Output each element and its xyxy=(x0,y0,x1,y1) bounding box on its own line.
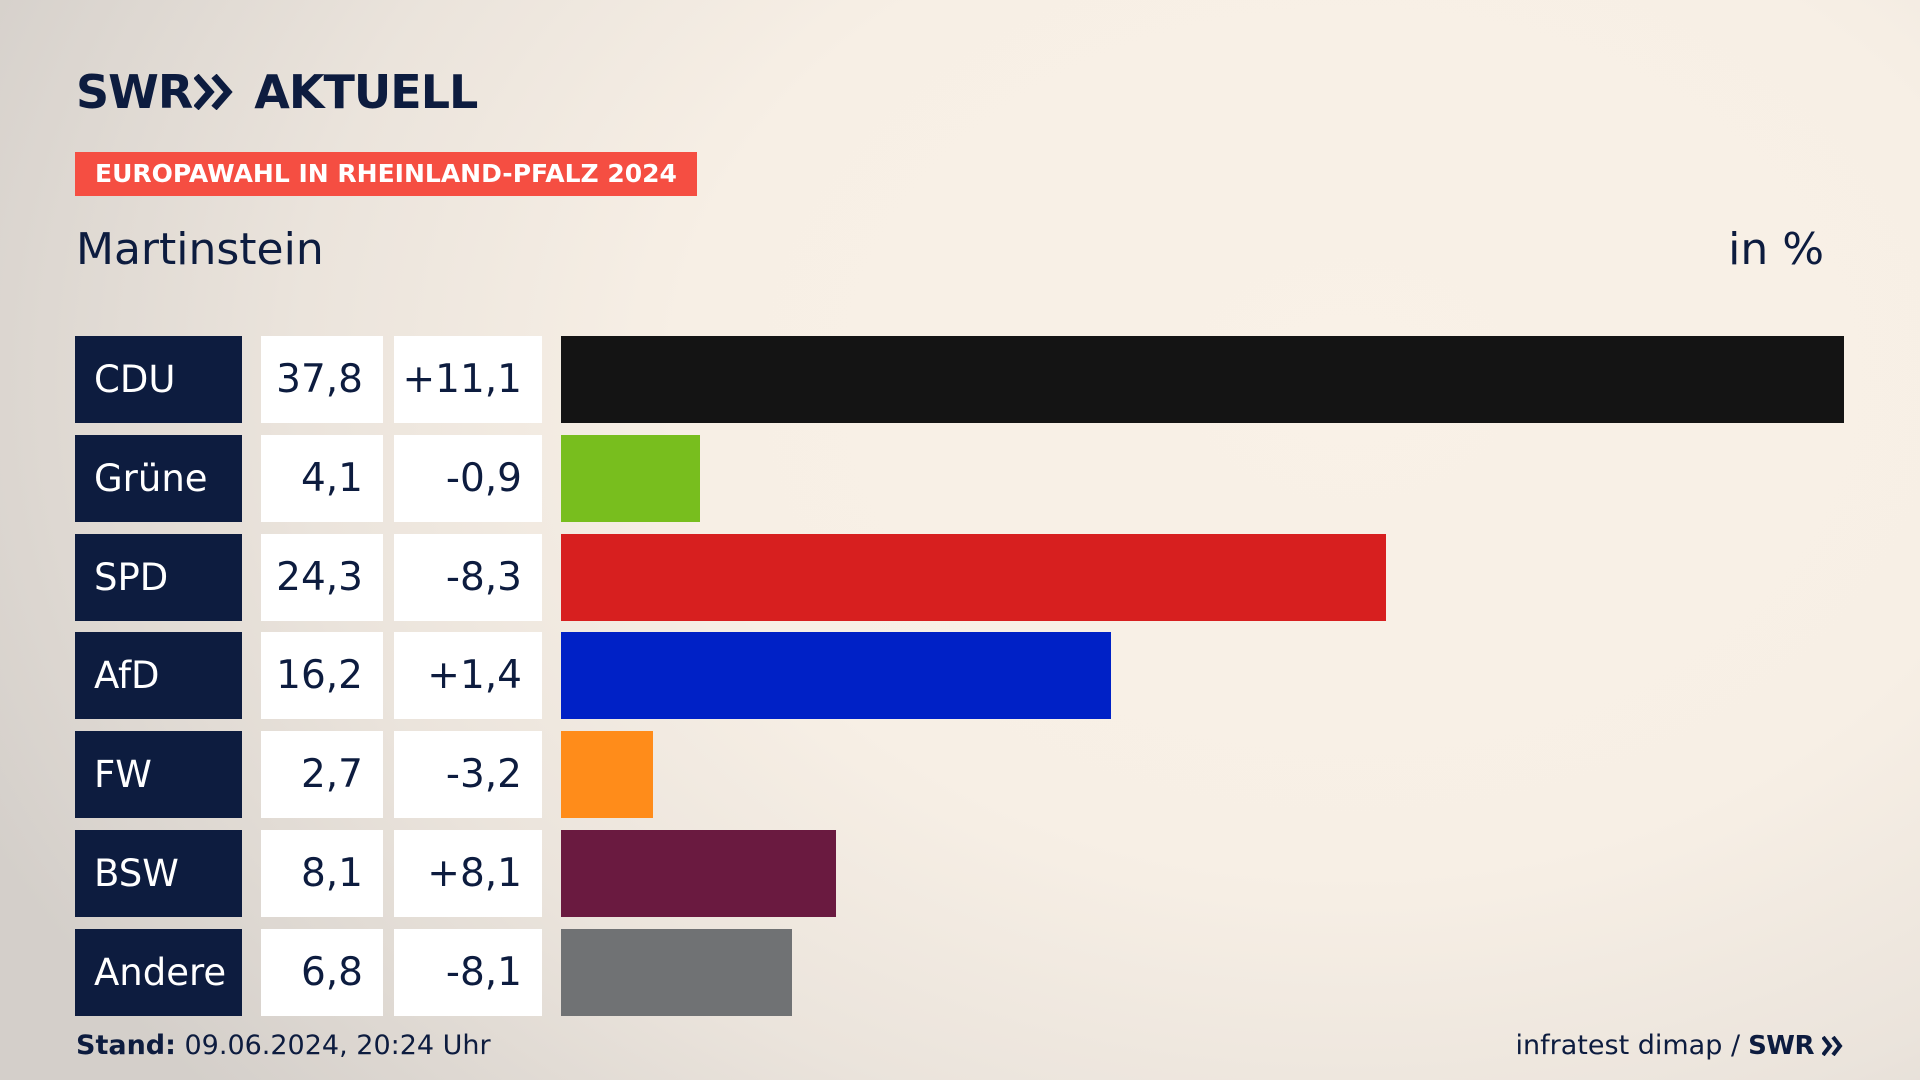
mini-double-chevron-icon xyxy=(1822,1036,1843,1056)
change-value: -0,9 xyxy=(394,434,542,522)
party-label: Grüne xyxy=(75,434,242,522)
election-badge: EUROPAWAHL IN RHEINLAND-PFALZ 2024 xyxy=(75,152,697,196)
bar xyxy=(561,731,653,819)
vote-share-value: 4,1 xyxy=(261,434,383,522)
double-chevron-icon xyxy=(194,74,233,110)
vote-share-value: 16,2 xyxy=(261,632,383,720)
source-brand: SWR xyxy=(1748,1031,1814,1061)
party-label: Andere xyxy=(75,928,242,1016)
swr-aktuell-logo: SWR AKTUELL xyxy=(76,65,478,119)
unit-label: in % xyxy=(1728,224,1824,275)
swr-mini-logo: SWR xyxy=(1748,1028,1814,1064)
vote-share-value: 6,8 xyxy=(261,928,383,1016)
brand-aktuell: AKTUELL xyxy=(254,65,478,119)
bar xyxy=(561,533,1386,621)
source-credit: infratest dimap / SWR xyxy=(1516,1028,1844,1064)
bar xyxy=(561,632,1111,720)
swr-logo: SWR xyxy=(76,66,234,118)
change-value: +8,1 xyxy=(394,830,542,917)
change-value: -8,3 xyxy=(394,533,542,621)
party-label: AfD xyxy=(75,632,242,720)
source-text: infratest dimap / xyxy=(1515,1030,1741,1061)
brand-swr: SWR xyxy=(76,65,193,119)
change-value: -3,2 xyxy=(394,731,542,819)
change-value: +11,1 xyxy=(394,336,542,423)
bar xyxy=(561,928,792,1016)
bar xyxy=(561,434,701,522)
vote-share-value: 8,1 xyxy=(261,830,383,917)
change-value: -8,1 xyxy=(394,928,542,1016)
bar xyxy=(561,830,836,917)
party-label: CDU xyxy=(75,336,242,423)
vote-share-value: 37,8 xyxy=(261,336,383,423)
stand-label: Stand: xyxy=(76,1030,176,1061)
bar xyxy=(561,336,1844,423)
party-label: FW xyxy=(75,731,242,819)
change-value: +1,4 xyxy=(394,632,542,720)
timestamp: Stand: 09.06.2024, 20:24 Uhr xyxy=(76,1028,491,1064)
party-label: SPD xyxy=(75,533,242,621)
vote-share-value: 2,7 xyxy=(261,731,383,819)
stand-value: 09.06.2024, 20:24 Uhr xyxy=(175,1030,491,1061)
place-title: Martinstein xyxy=(76,224,324,275)
party-label: BSW xyxy=(75,830,242,917)
vote-share-value: 24,3 xyxy=(261,533,383,621)
